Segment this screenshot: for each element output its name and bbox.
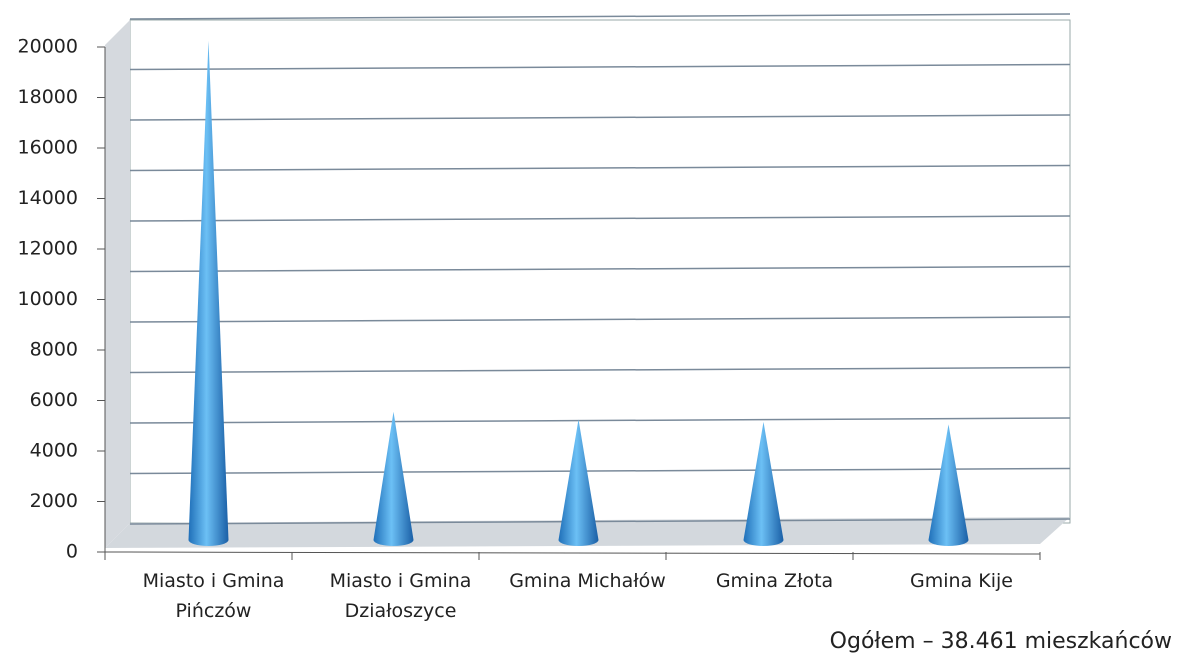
y-tick-label: 4000 xyxy=(30,440,78,462)
annotation: Ogółem – 38.461 mieszkańców xyxy=(829,629,1172,654)
grid-line xyxy=(129,366,1071,374)
grid-line xyxy=(129,518,1071,525)
y-tick-label: 18000 xyxy=(18,86,78,108)
grid-line xyxy=(129,215,1071,222)
y-tick-label: 10000 xyxy=(18,288,78,310)
y-tick-label: 12000 xyxy=(18,238,78,260)
grid-line xyxy=(129,265,1071,273)
grid-line xyxy=(129,13,1071,20)
y-tick-label: 6000 xyxy=(30,389,78,411)
x-axis xyxy=(104,551,1041,555)
grid-line xyxy=(129,316,1071,323)
y-tick-label: 14000 xyxy=(18,187,78,209)
cone xyxy=(928,424,969,546)
cone xyxy=(373,411,414,546)
grid-line xyxy=(129,417,1071,424)
x-tick-label: Gmina Kije xyxy=(910,570,1013,592)
grid-line xyxy=(129,114,1071,121)
y-tick-label: 8000 xyxy=(30,339,78,361)
grid-line xyxy=(129,467,1071,475)
cone xyxy=(558,419,599,546)
x-tick-label: Gmina Złota xyxy=(715,570,834,592)
cone xyxy=(743,421,784,546)
y-tick-label: 0 xyxy=(66,541,78,563)
y-tick-label: 2000 xyxy=(30,490,78,512)
x-tick-label: Gmina Michałów xyxy=(509,570,666,592)
y-tick-label: 20000 xyxy=(18,36,78,58)
back-wall xyxy=(129,19,1071,524)
side-wall xyxy=(105,20,130,548)
x-tick-label: Miasto i Gmina Pińczów xyxy=(142,570,285,622)
grid-line xyxy=(129,63,1071,71)
x-tick-label: Miasto i Gmina Działoszyce xyxy=(329,570,472,622)
grid-line xyxy=(129,164,1071,172)
y-tick-label: 16000 xyxy=(18,137,78,159)
cone xyxy=(188,40,229,546)
